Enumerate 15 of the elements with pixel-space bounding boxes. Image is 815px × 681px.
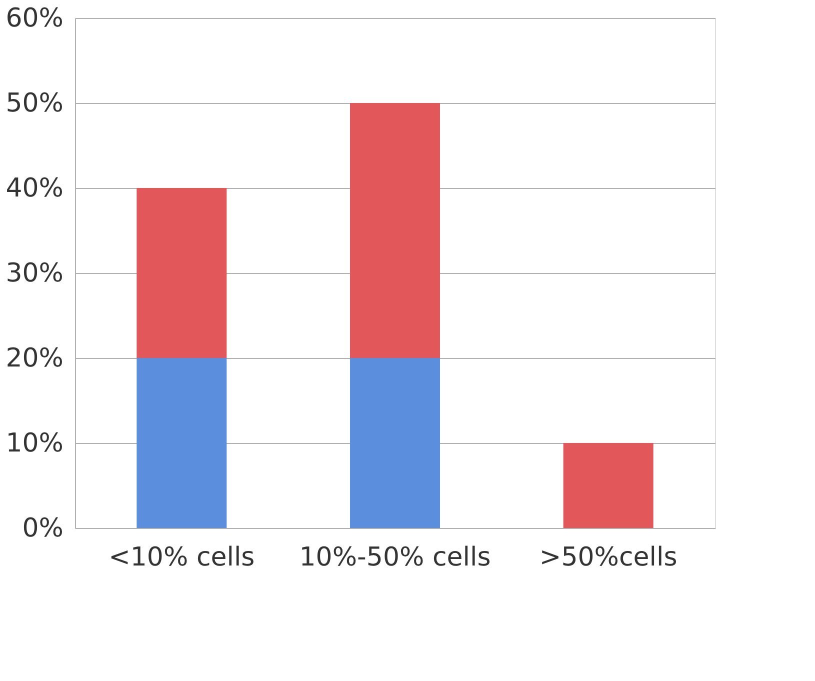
- bar: [136, 188, 227, 358]
- y-tick-label: 60%: [6, 4, 64, 34]
- y-tick-label: 0%: [22, 514, 64, 544]
- x-tick-label: 10%-50% cells: [299, 542, 491, 572]
- bar: [136, 358, 227, 528]
- x-tick-label: >50%cells: [539, 542, 678, 572]
- x-tick-label: <10% cells: [108, 542, 255, 572]
- bar: [563, 443, 654, 528]
- y-tick-label: 40%: [6, 174, 64, 204]
- bar: [350, 358, 440, 528]
- y-tick-label: 20%: [6, 344, 64, 374]
- y-tick-label: 10%: [6, 428, 64, 458]
- y-tick-label: 50%: [6, 88, 64, 118]
- bar: [350, 103, 440, 358]
- y-tick-label: 30%: [6, 258, 64, 288]
